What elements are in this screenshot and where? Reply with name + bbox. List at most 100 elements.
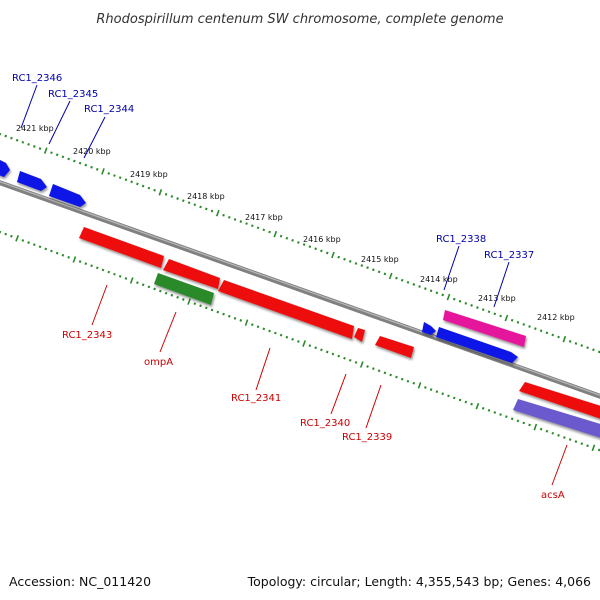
minor-tick [113,174,116,177]
minor-tick [534,327,537,331]
gene-arrow-reverse[interactable] [218,280,354,339]
minor-tick [21,140,25,144]
minor-tick [493,312,497,316]
minor-tick [354,262,358,265]
gene-arrow-forward[interactable] [49,184,86,207]
minor-tick [510,318,514,322]
gene-label[interactable]: RC1_2343 [62,330,112,341]
minor-tick [395,276,398,280]
gene-arrow-ompA[interactable] [154,273,214,305]
gene-arrow-forward[interactable] [0,158,10,177]
minor-tick [199,304,202,308]
gene-label[interactable]: RC1_2338 [436,234,486,245]
accession-text: Accession: NC_011420 [9,574,151,589]
gene-arrow-reverse[interactable] [354,328,365,342]
minor-tick [73,159,76,163]
gene-arrow-pink[interactable] [443,310,526,347]
minor-tick [279,333,283,337]
major-tick [302,340,306,347]
minor-tick [4,232,8,236]
minor-tick [429,289,433,293]
minor-tick [170,293,174,297]
minor-tick [118,274,122,278]
minor-tick [551,333,555,337]
minor-tick [95,266,99,270]
major-tick [504,314,509,322]
minor-tick [27,143,30,146]
minor-tick [499,413,502,416]
minor-tick [124,277,128,280]
minor-tick [222,312,225,316]
minor-tick [412,283,416,286]
minor-tick [458,299,462,303]
gene-arrow-forward[interactable] [436,327,518,363]
minor-tick [302,243,306,246]
gene-label[interactable]: RC1_2344 [84,104,134,115]
gene-label[interactable]: RC1_2337 [484,250,534,261]
minor-tick [250,323,254,327]
gene-arrow-reverse[interactable] [79,227,164,268]
gene-arrow-forward[interactable] [17,171,47,191]
major-tick [562,335,567,343]
gene-arrow-reverse[interactable] [519,382,600,420]
minor-tick [164,192,168,196]
minor-tick [164,291,168,295]
minor-tick [522,323,526,326]
gene-arrow-reverse[interactable] [375,336,414,358]
minor-tick [568,438,572,441]
minor-tick [67,255,70,259]
reverse-genes [79,227,600,439]
kbp-label: 2418 kbp [187,192,225,201]
minor-tick [487,310,491,314]
minor-tick [10,136,13,140]
minor-tick [545,331,549,335]
minor-tick [470,402,473,406]
minor-tick [285,335,289,339]
minor-tick [107,270,111,274]
minor-tick [279,234,283,238]
gene-label[interactable]: ompA [144,357,173,368]
major-tick [273,230,278,238]
kbp-label: 2419 kbp [130,170,168,179]
minor-tick [372,268,375,272]
minor-tick [400,278,404,282]
minor-tick [10,234,13,238]
gene-label[interactable]: RC1_2341 [231,393,281,404]
minor-tick [447,394,450,398]
minor-tick [27,241,30,244]
gene-label[interactable]: RC1_2340 [300,418,350,429]
topology-text: Topology: circular; Length: 4,355,543 bp… [247,574,591,589]
minor-tick [38,147,42,150]
minor-tick [429,388,433,391]
minor-tick [580,442,584,446]
gene-label[interactable]: acsA [541,490,565,501]
minor-tick [586,346,589,350]
minor-tick [113,272,116,276]
major-tick [244,319,249,326]
minor-tick [262,228,266,232]
minor-tick [130,180,133,184]
gene-arrow-purple[interactable] [513,399,600,439]
minor-tick [400,377,404,381]
minor-tick [580,344,584,347]
gene-labels: RC1_2346 RC1_2345 RC1_2344 RC1_2338 RC1_… [12,73,565,501]
minor-tick [55,153,59,157]
gene-label[interactable]: RC1_2346 [12,73,62,84]
leader-line [330,373,347,415]
gene-arrow-reverse[interactable] [163,259,220,289]
minor-tick [291,238,294,242]
minor-tick [124,178,128,182]
minor-tick [320,249,323,253]
minor-tick [256,325,260,329]
minor-tick [539,427,543,431]
minor-tick [50,249,53,253]
minor-tick [476,306,479,309]
major-tick [15,235,20,242]
minor-tick [210,308,214,312]
gene-arrow-forward[interactable] [422,322,436,335]
gene-label[interactable]: RC1_2339 [342,432,392,443]
kbp-label: 2417 kbp [245,213,283,222]
minor-tick [193,302,197,306]
kbp-label: 2415 kbp [361,255,399,264]
gene-label[interactable]: RC1_2345 [48,89,98,100]
